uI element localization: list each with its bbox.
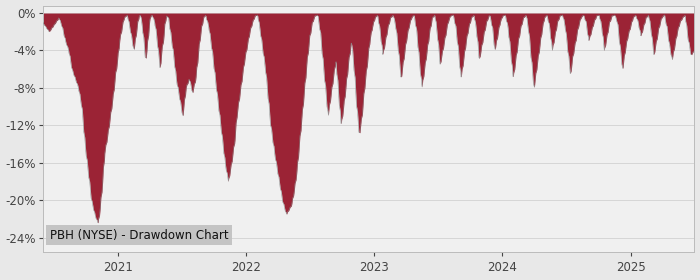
Text: PBH (NYSE) - Drawdown Chart: PBH (NYSE) - Drawdown Chart bbox=[50, 229, 228, 242]
